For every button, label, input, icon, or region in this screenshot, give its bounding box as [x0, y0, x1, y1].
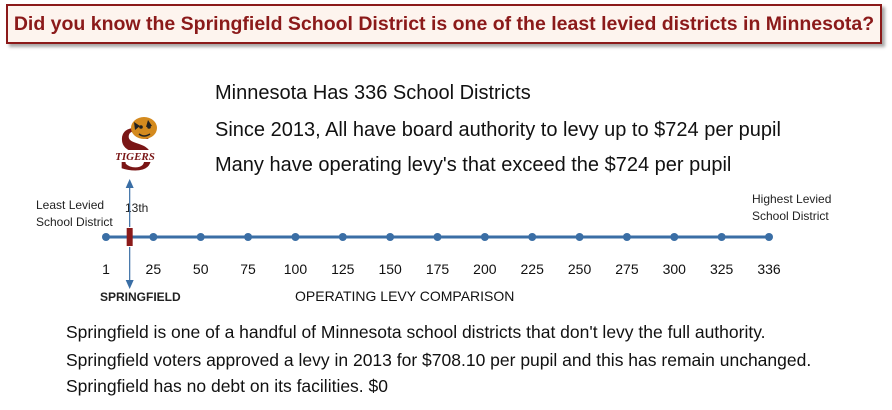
least-levied-label: Least Levied School District: [36, 198, 113, 229]
summary-line-1: Springfield is one of a handful of Minne…: [66, 322, 766, 342]
timeline-tick-dot: [622, 233, 631, 241]
fact-levy-exceed: Many have operating levy's that exceed t…: [215, 154, 732, 176]
timeline-tick-label: 25: [145, 261, 162, 277]
timeline-tick-label: 75: [240, 261, 256, 277]
timeline-tick-label: 1: [102, 261, 110, 277]
timeline-tick-label: 225: [520, 261, 544, 277]
timeline-tick-label: 100: [283, 261, 308, 277]
timeline-tick-label: 175: [425, 261, 450, 277]
timeline-tick-dot: [291, 233, 300, 241]
timeline-tick-label: 325: [709, 261, 734, 277]
timeline-tick-label: 250: [567, 261, 592, 277]
headline-banner: Did you know the Springfield School Dist…: [6, 4, 882, 44]
springfield-marker: [126, 228, 133, 246]
levy-timeline: [102, 179, 773, 289]
axis-title: OPERATING LEVY COMPARISON: [295, 288, 515, 304]
timeline-tick-dot: [244, 233, 253, 241]
timeline-tick-dot: [575, 233, 584, 241]
marker-rank-label: 13th: [125, 201, 149, 215]
arrow-down-icon: [125, 280, 134, 289]
timeline-tick-label: 150: [378, 261, 402, 277]
timeline-tick-dot: [480, 233, 489, 241]
timeline-tick-label: 200: [473, 261, 497, 277]
fact-levy-authority: Since 2013, All have board authority to …: [215, 119, 781, 141]
timeline-tick-dot: [528, 233, 537, 241]
springfield-label: SPRINGFIELD: [100, 290, 181, 304]
timeline-tick-label: 125: [331, 261, 355, 277]
timeline-tick-dot: [196, 233, 205, 241]
logo-text: TIGERS: [115, 151, 155, 163]
summary-line-2: Springfield voters approved a levy in 20…: [66, 350, 812, 370]
highest-levied-label: Highest Levied School District: [752, 192, 832, 223]
timeline-tick-dot: [670, 233, 679, 241]
timeline-tick-dot: [102, 233, 110, 241]
timeline-tick-dot: [149, 233, 158, 241]
timeline-tick-label: 300: [662, 261, 686, 277]
arrow-up-icon: [125, 179, 134, 188]
timeline-tick-label: 275: [615, 261, 639, 277]
timeline-tick-dot: [338, 233, 347, 241]
fact-district-count: Minnesota Has 336 School Districts: [215, 82, 531, 104]
timeline-tick-dot: [765, 233, 773, 241]
timeline-tick-dot: [717, 233, 726, 241]
timeline-tick-dot: [433, 233, 442, 241]
summary-line-3: Springfield has no debt on its facilitie…: [66, 376, 388, 396]
headline-text: Did you know the Springfield School Dist…: [13, 12, 875, 35]
timeline-tick-label: 50: [192, 261, 209, 277]
timeline-tick-label: 336: [757, 261, 781, 277]
tiger-mascot-icon: S TIGERS: [108, 112, 164, 184]
timeline-tick-dot: [386, 233, 395, 241]
